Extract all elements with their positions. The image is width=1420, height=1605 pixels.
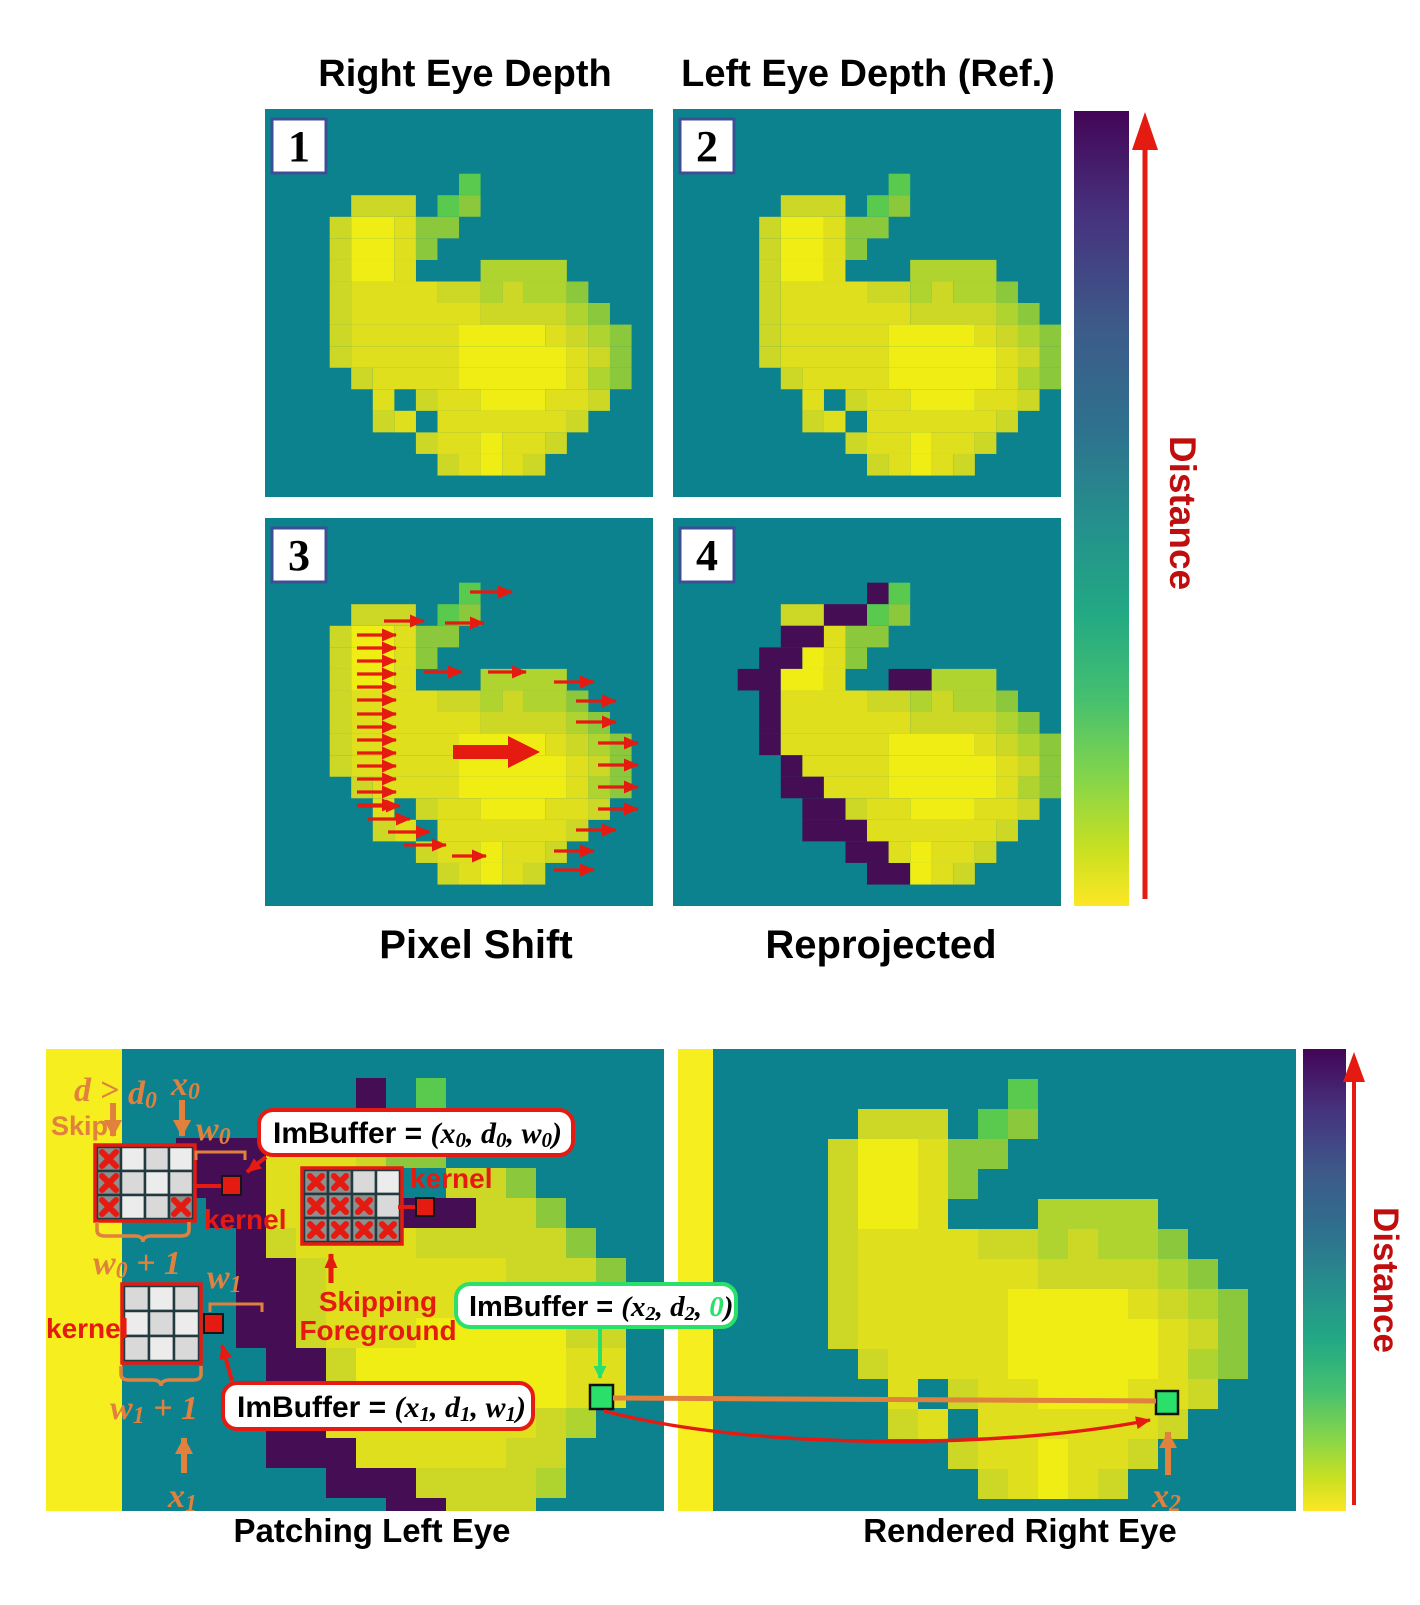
svg-text:Reprojected: Reprojected bbox=[765, 923, 996, 967]
svg-text:3: 3 bbox=[288, 531, 310, 580]
svg-text:Pixel Shift: Pixel Shift bbox=[379, 923, 572, 967]
svg-text:2: 2 bbox=[696, 122, 718, 171]
svg-text:d >: d > bbox=[74, 1072, 119, 1109]
svg-text:Rendered Right Eye: Rendered Right Eye bbox=[863, 1512, 1177, 1549]
svg-text:w1 + 1: w1 + 1 bbox=[110, 1390, 198, 1429]
svg-text:Right Eye Depth: Right Eye Depth bbox=[318, 53, 611, 95]
svg-text:Foreground: Foreground bbox=[299, 1315, 456, 1346]
svg-text:Distance: Distance bbox=[1162, 436, 1203, 590]
svg-text:kernel: kernel bbox=[46, 1313, 129, 1344]
svg-text:ImBuffer = (x1, d1, w1): ImBuffer = (x1, d1, w1) bbox=[237, 1391, 526, 1426]
svg-text:Skipping: Skipping bbox=[319, 1286, 437, 1317]
svg-text:kernel: kernel bbox=[410, 1163, 493, 1194]
svg-text:w0 + 1: w0 + 1 bbox=[93, 1245, 181, 1284]
svg-text:kernel: kernel bbox=[204, 1204, 287, 1235]
svg-text:ImBuffer = (x0, d0, w0): ImBuffer = (x0, d0, w0) bbox=[273, 1117, 562, 1152]
svg-text:Distance: Distance bbox=[1366, 1207, 1405, 1353]
svg-text:Left Eye Depth (Ref.): Left Eye Depth (Ref.) bbox=[681, 53, 1055, 95]
svg-text:Patching Left Eye: Patching Left Eye bbox=[234, 1512, 511, 1549]
svg-text:4: 4 bbox=[696, 531, 718, 580]
svg-text:Skip: Skip bbox=[51, 1111, 108, 1141]
svg-text:x0: x0 bbox=[170, 1066, 200, 1105]
svg-text:1: 1 bbox=[288, 122, 310, 171]
svg-text:w0: w0 bbox=[196, 1111, 231, 1150]
